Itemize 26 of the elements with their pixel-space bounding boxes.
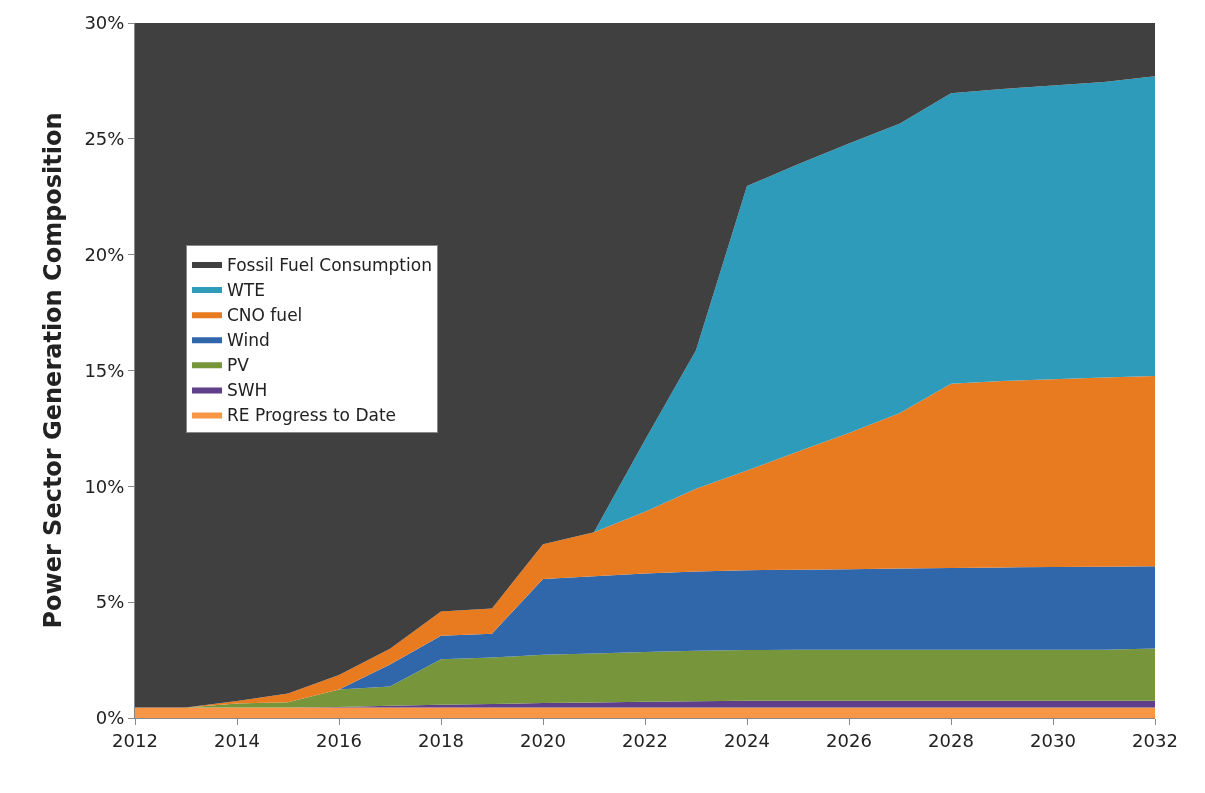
legend-label: Wind — [227, 329, 270, 350]
y-tick-label: 25% — [84, 128, 125, 150]
x-tick-label: 2016 — [316, 729, 362, 751]
legend-label: Fossil Fuel Consumption — [227, 254, 432, 275]
y-tick-label: 20% — [84, 243, 125, 265]
x-tick-label: 2028 — [928, 729, 974, 751]
y-tick-label: 30% — [84, 12, 125, 34]
y-tick-label: 10% — [84, 475, 125, 497]
legend-label: RE Progress to Date — [227, 405, 397, 426]
legend-label: PV — [227, 354, 250, 375]
y-tick-label: 5% — [95, 591, 125, 613]
x-tick-label: 2030 — [1030, 729, 1076, 751]
x-tick-label: 2026 — [826, 729, 872, 751]
x-tick-label: 2014 — [214, 729, 260, 751]
x-tick-label: 2024 — [724, 729, 770, 751]
x-tick-label: 2012 — [112, 729, 158, 751]
x-tick-label: 2022 — [622, 729, 668, 751]
x-tick-label: 2018 — [418, 729, 464, 751]
y-axis-title: Power Sector Generation Composition — [39, 112, 68, 629]
y-tick-label: 15% — [84, 359, 125, 381]
x-tick-label: 2020 — [520, 729, 566, 751]
legend-label: WTE — [227, 279, 265, 300]
x-tick-label: 2032 — [1132, 729, 1178, 751]
legend-label: CNO fuel — [227, 304, 303, 325]
y-tick-label: 0% — [95, 707, 125, 729]
legend-label: SWH — [227, 380, 268, 401]
